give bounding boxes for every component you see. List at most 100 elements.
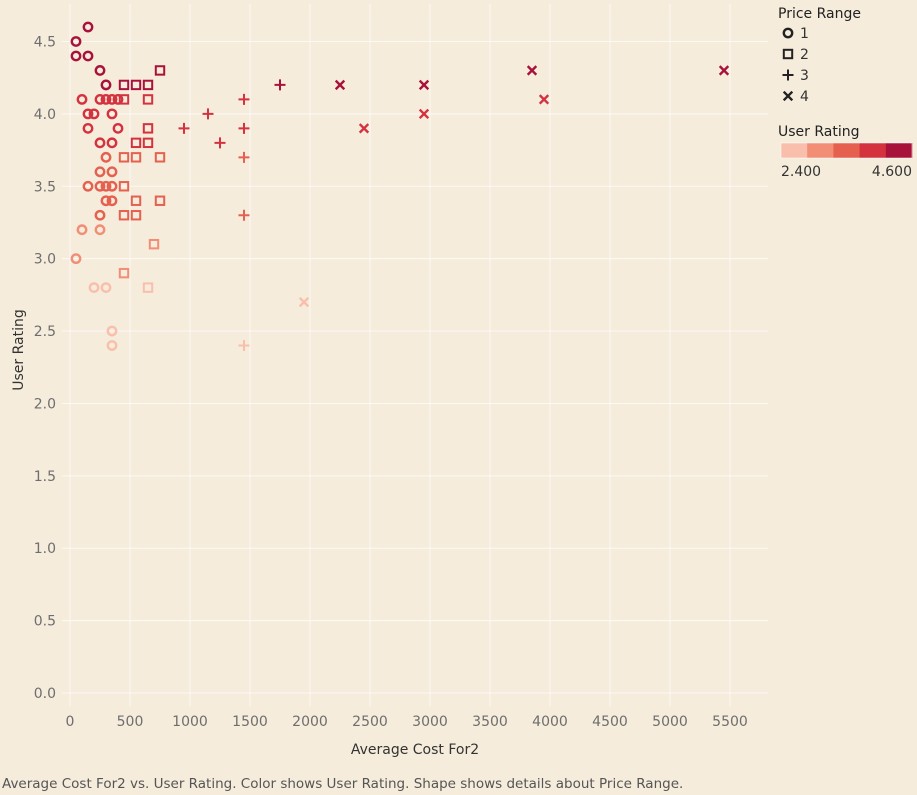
data-point-cross [418,79,430,91]
color-ramp-step [885,143,913,158]
data-point-square [154,152,166,163]
y-tick-label: 2.0 [34,396,56,412]
y-axis-ticks: 0.0 0.5 1.0 1.5 2.0 2.5 3.0 3.5 4.0 4.5 [34,34,56,702]
data-point-cross [718,65,730,76]
user-rating-legend[interactable]: User Rating 2.400 4.600 [778,124,913,180]
x-tick-label: 1500 [232,714,268,730]
color-ramp [780,142,913,159]
legend-item-label: 2 [800,47,809,63]
data-point-circle [106,340,118,351]
data-point-circle [106,195,118,207]
y-tick-label: 0.5 [34,614,56,630]
y-tick-label: 3.5 [34,179,56,195]
data-point-square [142,94,154,105]
data-point-cross [298,296,310,308]
data-point-square [118,152,130,163]
x-tick-label: 5000 [652,714,688,730]
data-point-circle [82,108,94,120]
data-point-circle [106,166,118,178]
data-point-circle [88,108,100,120]
color-ramp-step [859,143,887,158]
x-tick-label: 0 [66,714,75,730]
x-tick-label: 1000 [172,714,208,730]
data-point-square [118,94,130,105]
data-point-circle [82,122,94,134]
data-point-circle [106,137,118,149]
legend-item-label: 4 [800,89,809,105]
data-point-plus [214,137,226,149]
data-point-plus [238,209,250,221]
data-point-square [118,210,130,221]
x-tick-label: 5500 [712,714,748,730]
gridlines [62,4,768,706]
x-tick-label: 500 [117,714,144,730]
data-point-cross [358,123,370,134]
legend-max-label: 4.600 [872,164,912,180]
legend-item-price-range-1[interactable]: 1 [782,26,809,42]
data-point-plus [238,151,250,163]
data-point-circle [94,180,106,192]
data-point-circle [100,151,112,163]
data-point-cross [418,108,430,120]
circle-icon [782,27,794,39]
legend-min-label: 2.400 [781,164,821,180]
data-point-circle [100,180,112,192]
price-range-legend[interactable]: Price Range 1 2 3 4 [778,6,861,105]
data-point-cross [538,94,550,105]
color-ramp-step [807,143,834,158]
data-point-circle [106,180,118,192]
data-point-square [130,195,142,206]
data-point-square [130,210,142,221]
x-tick-label: 3500 [472,714,508,730]
legend-item-price-range-2[interactable]: 2 [782,47,809,63]
data-point-square [130,137,142,149]
y-tick-label: 1.0 [34,541,56,557]
data-point-circle [94,94,106,105]
data-point-circle [106,94,118,105]
data-point-circle [70,50,82,62]
data-point-circle [94,137,106,149]
legend-item-price-range-4[interactable]: 4 [782,89,809,105]
cross-icon [782,90,794,102]
series-price-range-3 [178,79,286,352]
legend-item-label: 1 [800,26,809,42]
x-tick-label: 2000 [292,714,328,730]
legend-item-price-range-3[interactable]: 3 [782,68,809,84]
data-point-circle [94,224,106,236]
y-tick-label: 3.0 [34,252,56,268]
x-axis-title: Average Cost For2 [351,742,479,758]
y-tick-label: 4.0 [34,107,56,123]
data-point-plus [238,122,250,134]
legend-title-user-rating: User Rating [778,124,860,140]
data-point-circle [106,325,118,337]
series-price-range-4 [298,65,730,308]
y-tick-label: 0.0 [34,686,56,702]
plus-icon [782,69,794,81]
data-point-square [154,65,166,76]
data-point-square [130,152,142,163]
data-point-circle [112,122,124,134]
color-ramp-step [833,143,861,158]
y-axis-title: User Rating [11,309,27,391]
data-point-circle [82,50,94,62]
x-tick-label: 4000 [532,714,568,730]
y-tick-label: 4.5 [34,34,56,50]
data-point-square [142,282,154,293]
data-point-square [142,123,154,134]
data-point-circle [100,79,112,91]
data-point-circle [112,94,124,105]
data-point-plus [178,122,190,134]
data-point-square [142,79,154,91]
data-point-square [118,79,130,91]
data-point-circle [76,94,88,105]
data-point-square [148,238,160,250]
data-point-circle [100,94,112,105]
x-axis-ticks: 0 500 1000 1500 2000 2500 3000 3500 4000 4500 5000… [66,714,748,730]
x-tick-label: 3000 [412,714,448,730]
data-point-circle [106,108,118,120]
square-icon [782,48,794,60]
color-ramp-border [780,142,913,159]
data-point-plus [238,340,250,352]
data-point-square [142,137,154,149]
y-tick-label: 2.5 [34,324,56,340]
